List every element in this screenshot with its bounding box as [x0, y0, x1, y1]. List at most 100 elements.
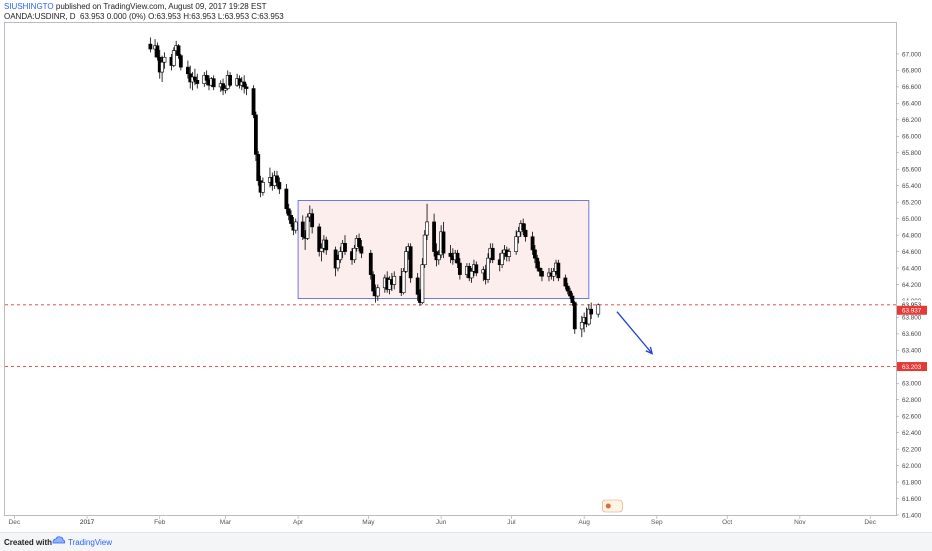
symbol-line: OANDA:USDINR, D 63.953 0.000 (0%) O:63.9…	[4, 12, 284, 22]
created-with-text: Created with	[4, 538, 53, 547]
candle-body	[244, 86, 249, 89]
chart-header: SIUSHINGTO published on TradingView.com,…	[4, 2, 284, 22]
candle-body	[178, 55, 183, 68]
x-tick-label: Dec	[9, 519, 21, 526]
x-tick-label: Apr	[293, 519, 304, 526]
tradingview-logo-icon	[52, 536, 65, 544]
candle-body	[338, 251, 343, 261]
candle-body	[490, 247, 495, 261]
y-tick-label: 66.600	[902, 84, 922, 91]
candle-body	[420, 264, 425, 303]
candle-body	[155, 45, 160, 58]
candle-body	[289, 215, 293, 224]
candle-body	[551, 271, 556, 277]
candle-body	[408, 246, 413, 279]
y-tick-label: 66.200	[902, 117, 922, 124]
candle-body	[310, 213, 315, 228]
candle-body	[171, 50, 176, 66]
y-tick-label: 61.800	[902, 479, 922, 486]
x-tick-label: Aug	[578, 519, 590, 526]
plot-frame	[4, 22, 897, 516]
y-tick-label: 62.400	[902, 430, 922, 437]
candle-body	[162, 56, 167, 63]
candle-body	[392, 275, 397, 285]
candle-body	[469, 271, 474, 279]
y-tick-label: 62.800	[902, 397, 922, 404]
candle-body	[359, 246, 364, 254]
price-chart[interactable]: 67.000 66.800 66.600 66.400 66.200 66.000 65.8…	[0, 0, 932, 532]
candle-body	[523, 229, 528, 238]
candle-body	[533, 249, 537, 259]
candle-body	[530, 236, 535, 251]
candle-body	[160, 61, 164, 73]
candle-body	[253, 114, 258, 155]
candle-body	[563, 277, 568, 287]
event-badge-icon[interactable]	[601, 499, 623, 513]
candle-body	[535, 257, 540, 269]
ohlc-readout: 63.953 0.000 (0%) O:63.953 H:63.953 L:63…	[80, 12, 284, 21]
candle-body	[579, 322, 584, 330]
candle-body	[368, 252, 373, 275]
candle-body	[195, 80, 200, 84]
event-flag-icon	[605, 503, 611, 509]
candle-body	[565, 285, 570, 292]
candle-body	[537, 267, 542, 272]
candle-body	[176, 45, 181, 56]
author-link[interactable]: SIUSHINGTO	[4, 2, 54, 11]
y-tick-label: 66.400	[902, 101, 922, 108]
candle-body	[293, 221, 298, 231]
candle-body	[343, 243, 347, 252]
tradingview-brand-link[interactable]: TradingView	[68, 538, 113, 547]
y-tick-label: 63.000	[902, 381, 922, 388]
candle-body	[305, 216, 310, 239]
candle-body	[432, 221, 436, 252]
candle-body	[401, 271, 406, 294]
candle-body	[352, 247, 357, 261]
candle-body	[300, 221, 305, 238]
candle-body	[261, 182, 265, 193]
y-tick-label: 67.000	[902, 51, 922, 58]
candle-body	[514, 236, 519, 252]
candle-body	[223, 88, 228, 91]
y-tick-label: 63.600	[902, 331, 922, 338]
candle-body	[221, 83, 225, 91]
candle-body	[556, 262, 561, 279]
y-tick-label: 65.600	[902, 167, 922, 174]
x-tick-label: Jun	[436, 519, 447, 526]
candle-body	[596, 304, 601, 315]
x-tick-label: Jul	[507, 519, 516, 526]
candle-body	[228, 75, 232, 86]
x-tick-label: Oct	[722, 519, 732, 526]
x-tick-label: 2017	[80, 519, 95, 526]
candle-body	[425, 221, 429, 236]
candle-body	[404, 251, 408, 272]
publish-line: SIUSHINGTO published on TradingView.com,…	[4, 2, 284, 12]
candle-body	[436, 254, 441, 261]
candle-body	[474, 264, 479, 274]
candle-body	[457, 262, 462, 275]
candle-body	[486, 257, 490, 280]
candle-body	[586, 308, 591, 325]
current-price-tag	[897, 300, 927, 310]
current-price-label: 63.953	[902, 302, 922, 309]
candle-body	[521, 223, 526, 231]
candle-body	[500, 252, 504, 266]
candle-body	[251, 88, 256, 116]
price-tag	[897, 305, 927, 315]
candle-body	[275, 175, 279, 183]
x-tick-label: Nov	[794, 519, 806, 526]
y-tick-label: 63.400	[902, 348, 922, 355]
y-tick-label: 63.800	[902, 315, 922, 322]
x-tick-label: Dec	[864, 519, 876, 526]
candle-body	[242, 81, 247, 88]
candle-body	[422, 234, 427, 266]
y-tick-label: 61.600	[902, 496, 922, 503]
y-tick-label: 61.400	[902, 512, 922, 519]
y-tick-label: 65.800	[902, 150, 922, 157]
y-tick-label: 65.400	[902, 183, 922, 190]
candle-body	[317, 226, 322, 252]
x-tick-label: Mar	[220, 519, 232, 526]
candle-body	[516, 231, 521, 238]
trend-arrow[interactable]	[616, 311, 653, 355]
candle-body	[193, 76, 197, 81]
